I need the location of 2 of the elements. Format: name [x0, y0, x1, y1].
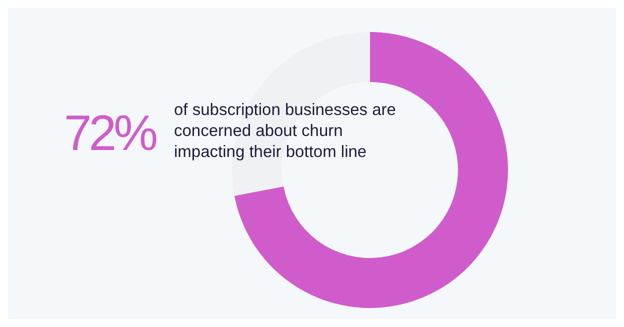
- text: of subscription businesses are concerned about churn impacting their bottom line: [174, 100, 397, 163]
- data-label: 72%: [64, 105, 156, 161]
